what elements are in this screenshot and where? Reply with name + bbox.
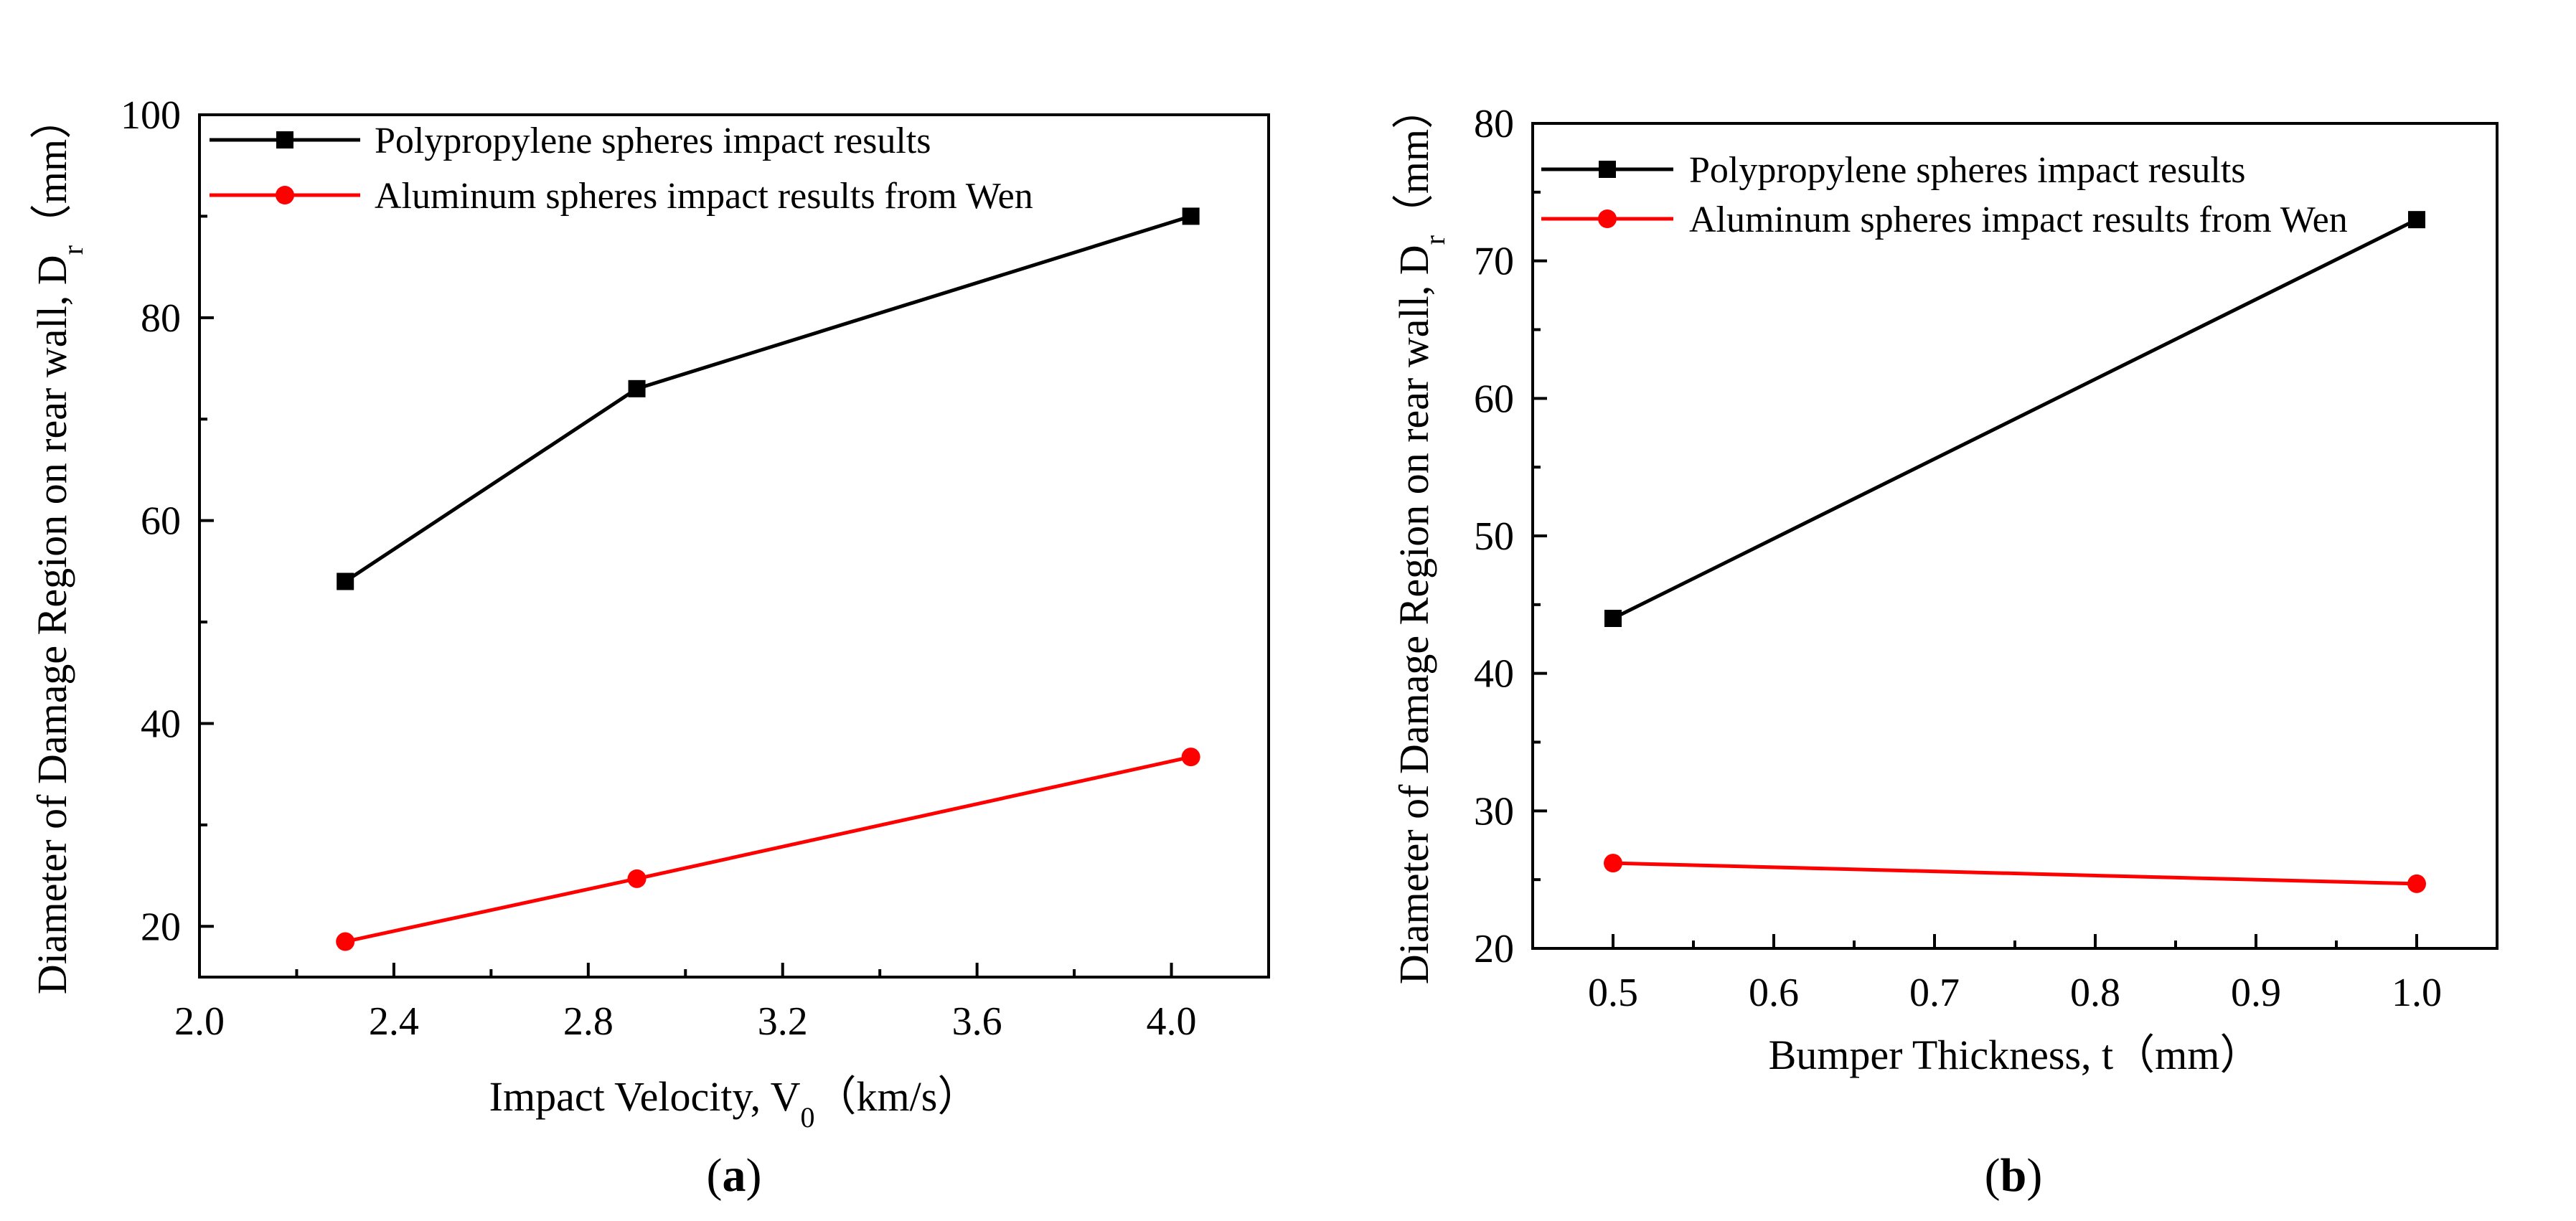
legend-marker-circle bbox=[276, 186, 294, 204]
series-line-1 bbox=[1612, 217, 2418, 621]
y-tick-label: 20 bbox=[1474, 927, 1514, 971]
y-tick-label: 30 bbox=[1474, 789, 1514, 834]
data-point-square bbox=[628, 380, 646, 397]
x-tick-label: 0.9 bbox=[2231, 971, 2281, 1015]
plot-frame bbox=[198, 113, 1270, 979]
series-line-2 bbox=[344, 755, 1192, 943]
subfigure-caption: (b) bbox=[1985, 1149, 2043, 1202]
legend-label-1: Polypropylene spheres impact results bbox=[375, 121, 931, 161]
x-axis-label: Impact Velocity, V0（km/s） bbox=[489, 1073, 979, 1133]
plot-frame bbox=[1531, 122, 2499, 950]
y-axis-label: Diameter of Damage Region on rear wall, … bbox=[1391, 88, 1451, 984]
y-tick-label: 60 bbox=[1474, 377, 1514, 421]
y-tick-label: 40 bbox=[1474, 652, 1514, 697]
x-tick-label: 3.2 bbox=[758, 999, 808, 1044]
x-tick-label: 4.0 bbox=[1147, 999, 1197, 1044]
legend-label-2: Aluminum spheres impact results from Wen bbox=[1689, 199, 2348, 240]
x-tick-label: 2.4 bbox=[369, 999, 419, 1044]
legend-label-2: Aluminum spheres impact results from Wen bbox=[375, 176, 1033, 217]
y-tick-label: 60 bbox=[141, 499, 181, 544]
data-point-circle bbox=[1604, 854, 1622, 873]
legend-label-1: Polypropylene spheres impact results bbox=[1689, 150, 2246, 191]
subfigure-caption: (a) bbox=[707, 1149, 762, 1202]
x-tick-label: 2.8 bbox=[563, 999, 614, 1044]
data-point-square bbox=[2408, 211, 2425, 229]
y-tick-label: 70 bbox=[1474, 240, 1514, 284]
data-point-square bbox=[1182, 207, 1200, 225]
y-tick-label: 100 bbox=[121, 93, 181, 138]
x-tick-label: 0.7 bbox=[1909, 971, 1960, 1015]
chart-b: 0.5 0.6 0.7 0.8 0.9 1.0 20 30 40 50 60 70 80 Polyprop… bbox=[1391, 88, 2499, 1202]
series-line-2 bbox=[1612, 861, 2417, 886]
y-tick-label: 20 bbox=[141, 905, 181, 949]
series-line-1 bbox=[344, 214, 1192, 583]
data-point-circle bbox=[627, 869, 647, 888]
data-point-square bbox=[337, 572, 354, 590]
x-tick-label: 0.6 bbox=[1749, 971, 1799, 1015]
y-tick-label: 80 bbox=[141, 296, 181, 341]
x-tick-label: 2.0 bbox=[174, 999, 225, 1044]
y-tick-label: 80 bbox=[1474, 102, 1514, 146]
y-tick-label: 50 bbox=[1474, 514, 1514, 559]
x-tick-label: 0.8 bbox=[2070, 971, 2120, 1015]
data-point-circle bbox=[2407, 874, 2426, 893]
x-tick-label: 1.0 bbox=[2392, 971, 2442, 1015]
data-point-square bbox=[1604, 610, 1622, 627]
y-tick-label: 40 bbox=[141, 702, 181, 746]
legend-marker-square bbox=[276, 131, 293, 148]
x-tick-label: 0.5 bbox=[1588, 971, 1638, 1015]
x-tick-label: 3.6 bbox=[952, 999, 1002, 1044]
legend-marker-square bbox=[1599, 161, 1616, 178]
data-point-circle bbox=[1181, 748, 1200, 767]
data-point-circle bbox=[336, 932, 355, 951]
x-axis-label: Bumper Thickness, t（mm） bbox=[1769, 1032, 2262, 1078]
legend-marker-circle bbox=[1598, 209, 1617, 228]
y-axis-label: Diameter of Damage Region on rear wall, … bbox=[29, 98, 89, 994]
chart-a: 2.0 2.4 2.8 3.2 3.6 4.0 20 40 60 80 100 Polypropyle… bbox=[29, 93, 1270, 1202]
